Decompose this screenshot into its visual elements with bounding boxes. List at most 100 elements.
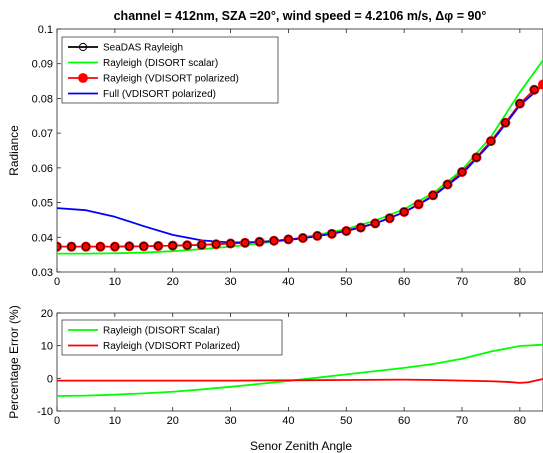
data-point bbox=[356, 223, 365, 232]
legend-label: Full (VDISORT polarized) bbox=[103, 89, 216, 100]
x-tick-label: 40 bbox=[282, 276, 294, 288]
data-point bbox=[284, 235, 293, 244]
data-point bbox=[226, 239, 235, 248]
legend-label: SeaDAS Rayleigh bbox=[103, 43, 183, 54]
data-point bbox=[212, 240, 221, 249]
data-point bbox=[400, 207, 409, 217]
data-point bbox=[529, 84, 540, 95]
data-point bbox=[443, 180, 452, 189]
x-tick-label: 30 bbox=[224, 415, 236, 427]
legend: Rayleigh (DISORT Scalar) Rayleigh (VDISOR… bbox=[61, 319, 283, 356]
data-point bbox=[182, 240, 193, 251]
x-tick-label: 50 bbox=[340, 415, 352, 427]
x-tick-label: 50 bbox=[340, 276, 352, 288]
data-point bbox=[371, 219, 380, 228]
data-point bbox=[326, 228, 337, 239]
data-point bbox=[66, 241, 77, 252]
data-point bbox=[486, 137, 496, 146]
y-tick-label: 0.07 bbox=[32, 128, 53, 140]
data-point bbox=[538, 79, 543, 90]
data-point bbox=[225, 238, 236, 249]
data-point bbox=[254, 236, 265, 247]
y-tick-label: 0.03 bbox=[32, 267, 53, 279]
x-axis-label: Senor Zenith Angle bbox=[250, 439, 352, 453]
legend-label: Rayleigh (DISORT scalar) bbox=[103, 58, 218, 69]
x-tick-label: 10 bbox=[109, 415, 121, 427]
data-point bbox=[384, 213, 395, 224]
x-tick-label: 70 bbox=[456, 276, 468, 288]
data-point bbox=[342, 226, 351, 236]
legend-label: Rayleigh (DISORT Scalar) bbox=[103, 326, 220, 337]
data-point bbox=[268, 235, 279, 246]
data-point bbox=[283, 234, 294, 245]
data-point bbox=[428, 191, 438, 200]
data-point bbox=[385, 214, 394, 223]
data-point bbox=[240, 237, 251, 248]
data-point bbox=[514, 98, 525, 109]
y-tick-label: 10 bbox=[41, 341, 53, 353]
data-point bbox=[297, 232, 308, 243]
data-point bbox=[167, 240, 178, 251]
y-tick-label: 0.08 bbox=[32, 93, 53, 105]
data-point bbox=[413, 199, 424, 210]
data-point bbox=[298, 233, 307, 243]
x-tick-label: 20 bbox=[167, 415, 179, 427]
legend-box bbox=[61, 319, 283, 356]
data-point bbox=[57, 242, 62, 251]
data-point bbox=[501, 118, 510, 127]
x-tick-label: 80 bbox=[514, 276, 526, 288]
data-point bbox=[96, 242, 105, 251]
data-point bbox=[211, 239, 222, 250]
y-tick-label: 0.1 bbox=[38, 24, 53, 36]
data-point bbox=[109, 241, 120, 252]
data-point bbox=[110, 242, 119, 251]
data-point bbox=[183, 241, 192, 250]
data-point bbox=[370, 218, 381, 229]
y-axis-label: Radiance bbox=[7, 125, 21, 176]
legend-marker bbox=[78, 73, 88, 83]
data-point bbox=[138, 241, 149, 252]
data-point bbox=[153, 240, 164, 251]
radiance-panel: 0 10 20 30 40 50 60 70 80 0.03 0.04 0.05 0.06 0.07 0.0… bbox=[7, 24, 543, 288]
data-point bbox=[457, 167, 467, 177]
data-point bbox=[154, 241, 163, 251]
x-tick-label: 70 bbox=[456, 415, 468, 427]
x-tick-label: 0 bbox=[54, 415, 60, 427]
data-point bbox=[139, 242, 148, 251]
data-point bbox=[515, 99, 524, 108]
x-tick-label: 80 bbox=[514, 415, 526, 427]
data-point bbox=[168, 241, 177, 250]
x-tick-label: 20 bbox=[167, 276, 179, 288]
y-tick-label: 20 bbox=[41, 308, 53, 320]
x-tick-label: 60 bbox=[398, 415, 410, 427]
y-tick-label: 0.06 bbox=[32, 163, 53, 175]
data-point bbox=[341, 226, 352, 237]
data-point bbox=[414, 200, 423, 209]
data-point bbox=[80, 241, 91, 252]
data-point bbox=[530, 85, 539, 94]
data-point bbox=[471, 152, 482, 163]
x-tick-label: 30 bbox=[224, 276, 236, 288]
data-point bbox=[196, 239, 207, 250]
data-point bbox=[81, 242, 91, 251]
legend-label: Rayleigh (VDISORT polarized) bbox=[103, 74, 239, 85]
data-point bbox=[125, 242, 134, 251]
y-tick-label: -10 bbox=[37, 406, 53, 418]
data-point bbox=[327, 229, 336, 238]
legend-box bbox=[61, 36, 279, 104]
data-point bbox=[197, 240, 206, 250]
y-tick-label: 0.05 bbox=[32, 198, 53, 210]
y-tick-label: 0.04 bbox=[32, 232, 53, 244]
data-point bbox=[95, 241, 106, 252]
data-point bbox=[255, 237, 264, 246]
data-point bbox=[67, 242, 76, 251]
data-point bbox=[472, 153, 481, 162]
y-tick-label: 0.09 bbox=[32, 59, 53, 71]
legend-label: Rayleigh (VDISORT Polarized) bbox=[103, 341, 240, 352]
legend-marker bbox=[78, 42, 88, 52]
x-tick-label: 10 bbox=[109, 276, 121, 288]
data-point bbox=[124, 241, 135, 252]
x-tick-label: 0 bbox=[54, 276, 60, 288]
